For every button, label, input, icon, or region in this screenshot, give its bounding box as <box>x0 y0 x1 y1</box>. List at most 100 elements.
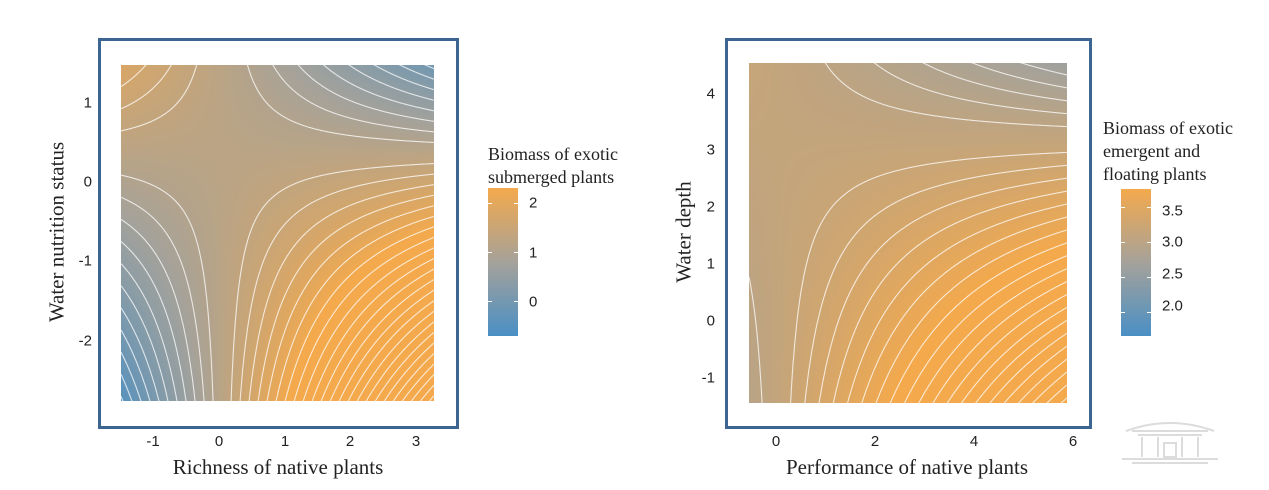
contour-line <box>918 268 1067 403</box>
x-tick-label: 2 <box>345 433 355 450</box>
x-tick-label: -1 <box>146 433 160 450</box>
contour-line <box>398 65 434 80</box>
contour-line <box>875 229 1067 403</box>
colorbar-tick-mark <box>488 202 492 204</box>
colorbar-tick-label: 3.5 <box>1162 202 1183 220</box>
contour-line <box>121 373 133 401</box>
contour-line <box>861 216 1067 403</box>
panel-1-legend-title: Biomass of exotic submerged plants <box>488 143 618 189</box>
contour-line <box>121 65 147 88</box>
contour-line <box>320 268 434 401</box>
contour-line <box>121 65 172 110</box>
heatmap-surface <box>749 63 1067 403</box>
x-tick-label: 4 <box>969 433 979 450</box>
colorbar-tick-mark <box>1147 276 1151 278</box>
contour-line <box>889 242 1067 403</box>
contour-line <box>121 263 178 401</box>
contour-line <box>121 329 151 401</box>
contour-line <box>1019 63 1067 76</box>
contour-line <box>239 173 434 401</box>
contour-line <box>230 162 434 401</box>
contour-line <box>1031 371 1067 403</box>
y-tick-label: 0 <box>706 312 715 330</box>
legend-title-line: emergent and <box>1103 141 1201 161</box>
x-tick-label: 0 <box>214 433 224 450</box>
contour-line <box>121 307 160 401</box>
contour-line <box>121 65 198 132</box>
y-tick-label: -1 <box>78 252 92 270</box>
contour-line <box>373 65 434 91</box>
contour-line <box>121 285 169 401</box>
contour-line <box>392 353 434 401</box>
contour-line <box>401 363 434 401</box>
colorbar-tick-mark <box>1147 311 1151 313</box>
legend-title-line: Biomass of exotic <box>1103 118 1233 138</box>
contour-line <box>374 331 434 401</box>
panel-2-frame <box>725 38 1092 429</box>
contour-line <box>297 65 434 122</box>
y-tick-label: 1 <box>706 255 715 273</box>
contour-line <box>824 63 1067 128</box>
colorbar-tick-label: 2 <box>529 194 538 212</box>
panel-1-plot <box>121 65 434 401</box>
colorbar-tick-label: 1 <box>529 244 538 262</box>
legend-title-line: floating plants <box>1103 164 1207 184</box>
contour-line <box>419 384 434 401</box>
panel-2-plot <box>749 63 1067 403</box>
colorbar-tick-mark <box>514 252 518 254</box>
x-tick-label: 1 <box>280 433 290 450</box>
contour-line <box>275 215 434 401</box>
contour-line <box>749 276 763 403</box>
contour-line <box>873 63 1067 115</box>
contour-line <box>1017 358 1067 403</box>
contour-line <box>248 184 434 401</box>
contour-line <box>975 319 1067 403</box>
panel-1-colorbar <box>488 188 518 336</box>
contour-line <box>246 65 434 144</box>
contour-line <box>932 281 1067 403</box>
x-tick-label: 6 <box>1068 433 1078 450</box>
panel-1-frame <box>98 38 459 429</box>
contour-line <box>121 218 196 401</box>
colorbar-tick-mark <box>514 301 518 303</box>
contour-line <box>1060 397 1067 403</box>
contour-line <box>284 226 434 401</box>
contour-line <box>356 310 434 401</box>
contour-line <box>846 203 1067 403</box>
colorbar-tick-mark <box>488 301 492 303</box>
panel-2-y-axis-title: Water depth <box>671 181 696 283</box>
colorbar-tick-label: 2.5 <box>1162 265 1183 283</box>
colorbar-tick-mark <box>488 252 492 254</box>
contour-line <box>322 65 434 112</box>
contour-line <box>1046 384 1067 403</box>
colorbar-tick-mark <box>1121 241 1125 243</box>
contour-line <box>832 190 1067 403</box>
y-tick-label: 0 <box>83 173 92 191</box>
colorbar-tick-mark <box>514 202 518 204</box>
contour-line <box>922 63 1067 102</box>
contour-line <box>121 241 187 401</box>
y-tick-label: -2 <box>78 332 92 350</box>
colorbar-tick-mark <box>1121 276 1125 278</box>
x-tick-label: 0 <box>771 433 781 450</box>
colorbar-tick-label: 3.0 <box>1162 233 1183 251</box>
contour-line <box>383 342 434 401</box>
contour-line <box>121 174 214 401</box>
contour-line <box>338 289 434 401</box>
contour-line <box>804 164 1067 403</box>
contour-line <box>311 258 434 401</box>
y-tick-label: 4 <box>706 85 715 103</box>
contour-line <box>347 300 434 401</box>
contour-line <box>818 177 1067 403</box>
legend-title-line: submerged plants <box>488 167 615 187</box>
y-tick-label: 3 <box>706 141 715 159</box>
colorbar-tick-label: 0 <box>529 293 538 311</box>
colorbar-tick-mark <box>1147 206 1151 208</box>
contour-line <box>790 151 1067 403</box>
building-watermark-icon <box>1122 422 1218 464</box>
contour-line <box>266 205 434 401</box>
y-tick-label: -1 <box>701 369 715 387</box>
colorbar-tick-mark <box>1147 241 1151 243</box>
contour-line <box>257 194 434 401</box>
contour-line <box>989 332 1067 403</box>
